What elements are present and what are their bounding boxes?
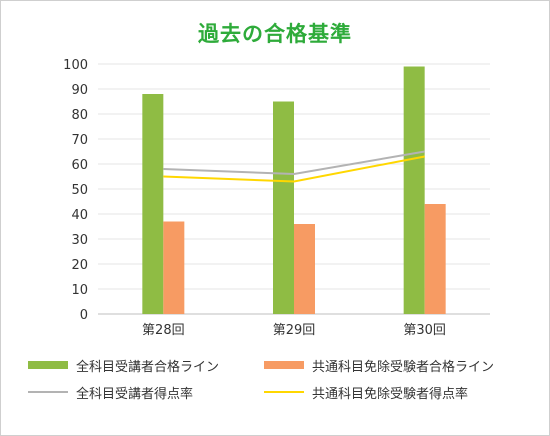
axis-layer: 0 10 20 30 40 50 60 70 80 90 100 第28回 第29回 第30回 — [63, 58, 446, 338]
bar — [273, 101, 294, 314]
series-line — [163, 150, 425, 176]
y-tick-label: 10 — [71, 283, 88, 298]
bar — [403, 66, 425, 314]
legend-swatch — [28, 361, 68, 369]
bar-layer — [142, 66, 446, 314]
line-layer — [163, 150, 425, 183]
y-tick-label: 100 — [63, 58, 88, 73]
chart-title: 過去の合格基準 — [198, 22, 352, 46]
legend-swatch — [264, 361, 304, 369]
y-tick-label: 40 — [71, 208, 88, 223]
legend-item-all-subjects-pass-line: 全科目受講者合格ライン — [28, 356, 264, 375]
y-tick-label: 20 — [71, 258, 88, 273]
y-tick-label: 30 — [71, 233, 88, 248]
bar — [294, 224, 315, 314]
series-line — [163, 155, 425, 183]
legend-item-exempt-pass-line: 共通科目免除受験者合格ライン — [264, 356, 524, 375]
legend-label: 共通科目免除受験者合格ライン — [312, 359, 495, 375]
y-tick-label: 90 — [71, 83, 88, 98]
legend-label: 全科目受講者合格ライン — [76, 359, 220, 375]
legend-label: 共通科目免除受験者得点率 — [312, 386, 469, 402]
legend-swatch — [264, 391, 304, 393]
y-tick-label: 70 — [71, 133, 88, 148]
legend-item-all-subjects-score-rate: 全科目受講者得点率 — [28, 383, 264, 402]
bar — [424, 204, 446, 314]
bar — [163, 221, 185, 314]
x-tick-label: 第28回 — [142, 323, 185, 338]
legend: 全科目受講者合格ライン 共通科目免除受験者合格ライン 全科目受講者得点率 共通科… — [28, 356, 538, 402]
y-tick-label: 80 — [71, 108, 88, 123]
y-tick-label: 50 — [71, 183, 88, 198]
x-tick-label: 第29回 — [273, 323, 316, 338]
legend-item-exempt-score-rate: 共通科目免除受験者得点率 — [264, 383, 524, 402]
bar — [142, 94, 164, 314]
y-tick-label: 60 — [71, 158, 88, 173]
x-tick-label: 第30回 — [403, 323, 446, 338]
y-tick-label: 0 — [80, 308, 88, 323]
legend-swatch — [28, 391, 68, 393]
legend-label: 全科目受講者得点率 — [76, 386, 194, 402]
